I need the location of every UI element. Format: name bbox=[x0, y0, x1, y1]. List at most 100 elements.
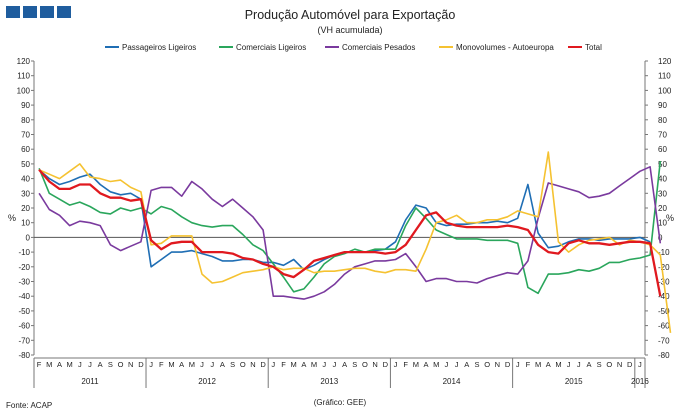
chart-legend: Passageiros Ligeiros Comerciais Ligeiros C… bbox=[105, 43, 602, 52]
year-label: 2014 bbox=[443, 377, 461, 386]
y-tick-label: -20 bbox=[658, 263, 670, 272]
x-tick-label: J bbox=[149, 360, 153, 369]
x-tick-label: J bbox=[567, 360, 571, 369]
x-tick-label: O bbox=[606, 360, 612, 369]
logo-square bbox=[6, 6, 20, 18]
x-tick-label: J bbox=[638, 360, 642, 369]
y-tick-label: 100 bbox=[17, 86, 31, 95]
y-tick-label: -40 bbox=[658, 292, 670, 301]
x-tick-label: J bbox=[200, 360, 204, 369]
year-label: 2011 bbox=[81, 377, 99, 386]
y-axis-label: % bbox=[666, 213, 674, 223]
x-tick-label: F bbox=[526, 360, 531, 369]
series-line bbox=[38, 160, 662, 295]
logo-square bbox=[40, 6, 54, 18]
x-tick-label: A bbox=[220, 360, 225, 369]
x-tick-label: S bbox=[474, 360, 479, 369]
year-label: 2012 bbox=[198, 377, 216, 386]
legend-label: Passageiros Ligeiros bbox=[122, 43, 196, 52]
x-tick-label: J bbox=[516, 360, 520, 369]
x-tick-label: J bbox=[445, 360, 449, 369]
y-tick-label: 80 bbox=[658, 116, 667, 125]
x-tick-label: N bbox=[617, 360, 622, 369]
y-tick-label: -10 bbox=[658, 248, 670, 257]
y-tick-label: 120 bbox=[17, 57, 31, 66]
y-tick-label: -60 bbox=[658, 322, 670, 331]
y-tick-label: 10 bbox=[21, 219, 30, 228]
year-label: 2013 bbox=[320, 377, 338, 386]
x-tick-label: M bbox=[168, 360, 174, 369]
chart-credit: (Gráfico: GEE) bbox=[313, 398, 367, 407]
x-tick-label: A bbox=[301, 360, 306, 369]
legend-label: Monovolumes - Autoeuropa bbox=[456, 43, 554, 52]
x-tick-label: S bbox=[230, 360, 235, 369]
legend-label: Comerciais Pesados bbox=[342, 43, 415, 52]
y-tick-label: -70 bbox=[658, 336, 670, 345]
x-tick-label: M bbox=[46, 360, 52, 369]
x-tick-label: N bbox=[495, 360, 500, 369]
x-tick-label: J bbox=[271, 360, 275, 369]
y-tick-label: 0 bbox=[658, 233, 663, 242]
x-tick-label: J bbox=[78, 360, 82, 369]
logo-square bbox=[23, 6, 37, 18]
x-tick-label: M bbox=[535, 360, 541, 369]
x-tick-label: D bbox=[627, 360, 633, 369]
x-tick-label: D bbox=[138, 360, 144, 369]
logo-squares bbox=[6, 6, 71, 18]
y-tick-label: -40 bbox=[18, 292, 30, 301]
y-axis-label: % bbox=[8, 213, 16, 223]
y-tick-label: 0 bbox=[26, 233, 31, 242]
y-tick-label: 30 bbox=[658, 189, 667, 198]
y-tick-label: 10 bbox=[658, 219, 667, 228]
logo-square bbox=[57, 6, 71, 18]
x-tick-label: O bbox=[362, 360, 368, 369]
y-tick-label: 50 bbox=[658, 160, 667, 169]
x-tick-label: J bbox=[333, 360, 337, 369]
y-tick-label: 30 bbox=[21, 189, 30, 198]
x-tick-label: A bbox=[546, 360, 551, 369]
y-tick-label: -10 bbox=[18, 248, 30, 257]
x-tick-label: D bbox=[505, 360, 511, 369]
y-tick-label: -80 bbox=[658, 351, 670, 360]
x-tick-label: S bbox=[597, 360, 602, 369]
x-tick-label: S bbox=[108, 360, 113, 369]
y-tick-label: -50 bbox=[18, 307, 30, 316]
series-line bbox=[38, 166, 662, 300]
x-tick-label: M bbox=[433, 360, 439, 369]
y-tick-label: 100 bbox=[658, 86, 672, 95]
y-tick-label: 90 bbox=[658, 101, 667, 110]
y-tick-label: -80 bbox=[18, 351, 30, 360]
y-tick-label: 70 bbox=[658, 131, 667, 140]
x-tick-label: O bbox=[118, 360, 124, 369]
y-tick-label: -60 bbox=[18, 322, 30, 331]
y-tick-label: 50 bbox=[21, 160, 30, 169]
legend-label: Total bbox=[585, 43, 602, 52]
chart-title: Produção Automóvel para Exportação bbox=[245, 8, 456, 22]
x-tick-label: M bbox=[189, 360, 195, 369]
x-tick-label: J bbox=[88, 360, 92, 369]
x-tick-label: M bbox=[311, 360, 317, 369]
y-tick-label: 20 bbox=[658, 204, 667, 213]
y-tick-label: 60 bbox=[21, 145, 30, 154]
x-tick-label: N bbox=[250, 360, 255, 369]
x-tick-label: J bbox=[210, 360, 214, 369]
x-tick-label: D bbox=[260, 360, 266, 369]
x-tick-label: F bbox=[281, 360, 286, 369]
year-label: 2015 bbox=[565, 377, 583, 386]
source-note: Fonte: ACAP bbox=[6, 401, 53, 410]
x-tick-label: A bbox=[57, 360, 62, 369]
y-tick-label: -50 bbox=[658, 307, 670, 316]
x-tick-label: M bbox=[67, 360, 73, 369]
series-line bbox=[38, 151, 672, 334]
y-tick-label: -70 bbox=[18, 336, 30, 345]
x-tick-label: S bbox=[352, 360, 357, 369]
x-tick-label: J bbox=[322, 360, 326, 369]
x-tick-label: J bbox=[455, 360, 459, 369]
y-tick-label: 40 bbox=[658, 175, 667, 184]
x-tick-label: J bbox=[394, 360, 398, 369]
chart-series bbox=[38, 151, 672, 334]
y-tick-label: 120 bbox=[658, 57, 672, 66]
